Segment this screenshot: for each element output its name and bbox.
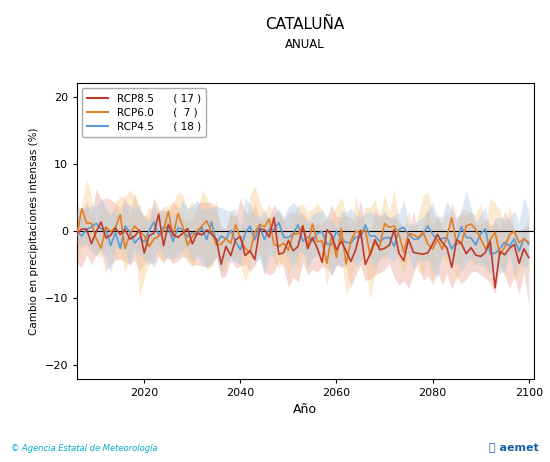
Text: CATALUÑA: CATALUÑA [266, 17, 345, 32]
Legend: RCP8.5      ( 17 ), RCP6.0      (  7 ), RCP4.5      ( 18 ): RCP8.5 ( 17 ), RCP6.0 ( 7 ), RCP4.5 ( 18… [82, 88, 206, 137]
Text: Ⓚ aemet: Ⓚ aemet [490, 443, 539, 453]
Text: ANUAL: ANUAL [285, 38, 325, 51]
Text: © Agencia Estatal de Meteorología: © Agencia Estatal de Meteorología [11, 444, 158, 453]
X-axis label: Año: Año [293, 403, 317, 416]
Y-axis label: Cambio en precipitaciones intensas (%): Cambio en precipitaciones intensas (%) [29, 127, 39, 335]
